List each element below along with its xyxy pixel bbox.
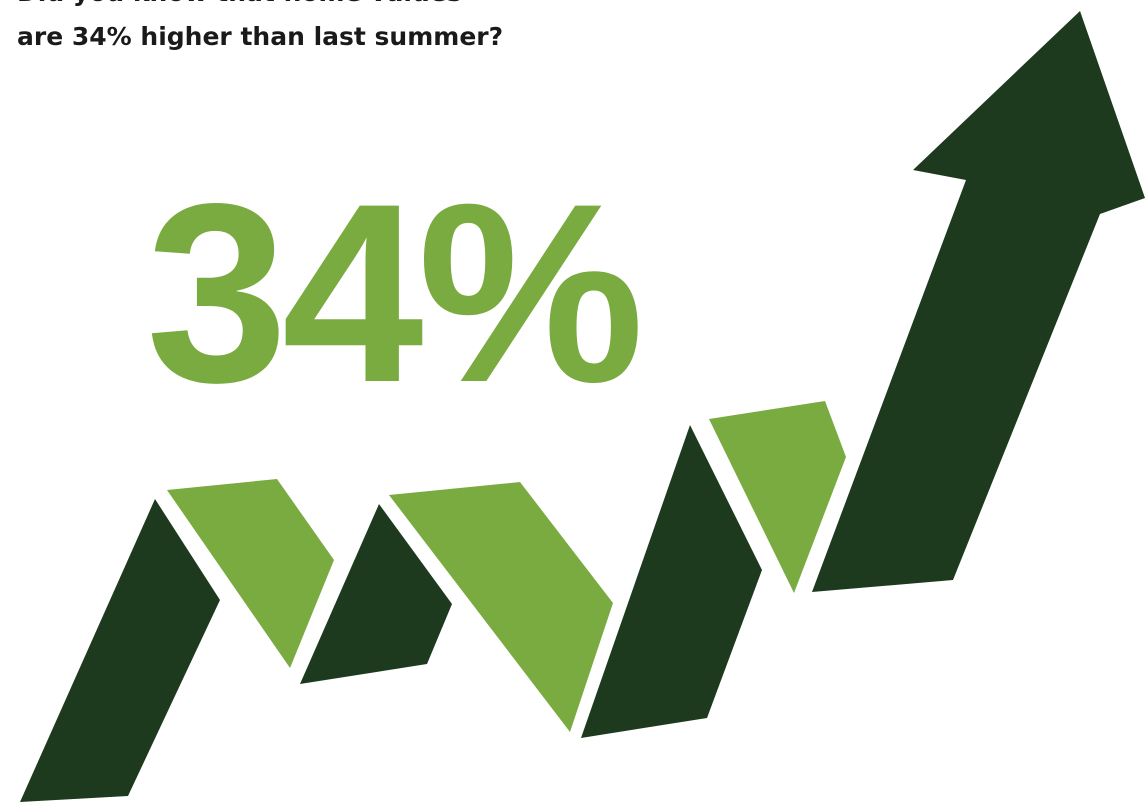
arrow-segment-dark-3 [581,425,762,738]
stat-value: 34% [146,151,644,436]
arrow-segment-dark-1 [20,499,220,802]
headline-line-2: are 34% higher than last summer? [17,22,504,51]
arrow-segment-dark-2 [300,504,452,684]
headline: Did you know that home values are 34% hi… [17,0,777,59]
arrow-head [812,11,1145,592]
arrow-segment-light-1 [167,479,334,668]
arrow-segment-light-2 [389,482,613,732]
arrow-segment-light-3 [709,401,846,593]
headline-line-1: Did you know that home values [17,0,777,15]
